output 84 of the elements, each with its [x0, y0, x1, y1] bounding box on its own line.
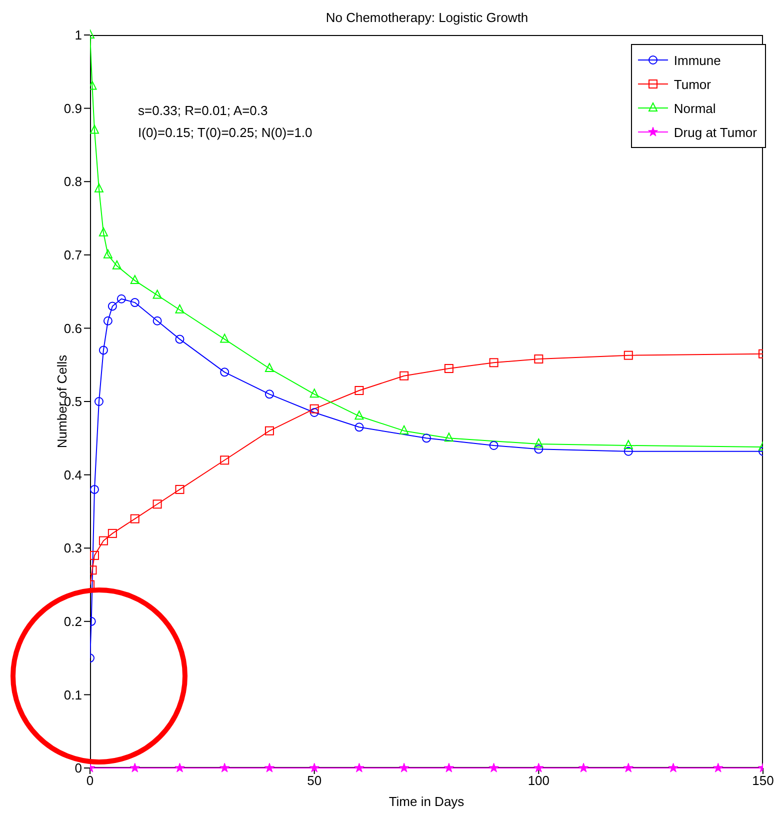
point [422, 434, 431, 443]
point [220, 368, 230, 377]
point [534, 354, 544, 364]
y-tick-label: 0.3 [64, 540, 82, 556]
point [90, 550, 99, 560]
point [264, 426, 274, 436]
point [103, 249, 112, 258]
annotation: I(0)=0.15; T(0)=0.25; N(0)=1.0 [138, 124, 312, 142]
y-tick-label: 0.8 [64, 174, 82, 190]
point [623, 762, 634, 772]
point [220, 334, 230, 343]
point [90, 124, 99, 134]
point [98, 536, 108, 546]
point [624, 350, 633, 360]
point [624, 440, 633, 449]
point [534, 438, 544, 448]
point [264, 390, 274, 399]
point [220, 762, 230, 772]
point [310, 404, 319, 414]
chart-title: No Chemotherapy: Logistic Growth [324, 10, 530, 25]
point [98, 346, 108, 355]
point [152, 290, 162, 299]
point [130, 275, 140, 284]
point [400, 425, 409, 434]
x-tick-label: 50 [307, 773, 322, 788]
point [444, 364, 454, 374]
point [624, 446, 633, 456]
point [108, 528, 117, 538]
legend-label: Drug at Tumor [674, 124, 757, 140]
x-tick-label: 150 [752, 773, 774, 788]
y-tick-label: 0.7 [64, 248, 82, 263]
point [220, 456, 230, 465]
point [152, 500, 162, 509]
point [116, 294, 126, 304]
y-tick-label: 1 [74, 28, 82, 43]
point [309, 762, 320, 772]
point [112, 260, 122, 270]
point [534, 762, 544, 772]
point [444, 762, 454, 772]
point [489, 440, 498, 450]
point [354, 386, 364, 396]
legend-label: Tumor [674, 76, 711, 92]
point [152, 316, 162, 326]
annotation: s=0.33; R=0.01; A=0.3 [138, 102, 269, 120]
point [310, 388, 319, 398]
point [400, 371, 409, 380]
point [713, 762, 724, 772]
point [174, 762, 185, 772]
point [90, 484, 99, 494]
point [175, 304, 184, 314]
point [354, 410, 364, 420]
y-tick-label: 0 [74, 760, 82, 776]
point [534, 444, 544, 454]
point [310, 408, 319, 417]
point [94, 397, 104, 406]
y-tick-label: 0.4 [64, 467, 82, 482]
point [130, 298, 140, 308]
point [94, 183, 104, 192]
point [175, 334, 184, 344]
point [578, 762, 589, 772]
y-tick-label: 0.6 [64, 320, 82, 336]
x-axis-title: Time in Days [388, 794, 465, 809]
legend-label: Normal [674, 100, 716, 116]
point [399, 762, 410, 772]
y-tick-label: 0.9 [64, 100, 82, 116]
point [264, 762, 274, 772]
point [668, 762, 678, 772]
point [354, 762, 364, 772]
point [489, 358, 498, 368]
point [108, 302, 117, 311]
point [175, 484, 184, 494]
point [264, 363, 274, 372]
y-tick-label: 0.2 [64, 614, 82, 630]
legend-label: Immune [674, 52, 721, 68]
point [130, 514, 140, 524]
point [98, 227, 108, 236]
x-tick-label: 0 [86, 773, 94, 788]
point [103, 316, 112, 326]
x-tick-label: 100 [528, 773, 550, 788]
point [488, 762, 499, 772]
point [130, 762, 140, 772]
point [444, 432, 454, 442]
point [354, 422, 364, 432]
y-tick-label: 0.1 [64, 687, 82, 702]
